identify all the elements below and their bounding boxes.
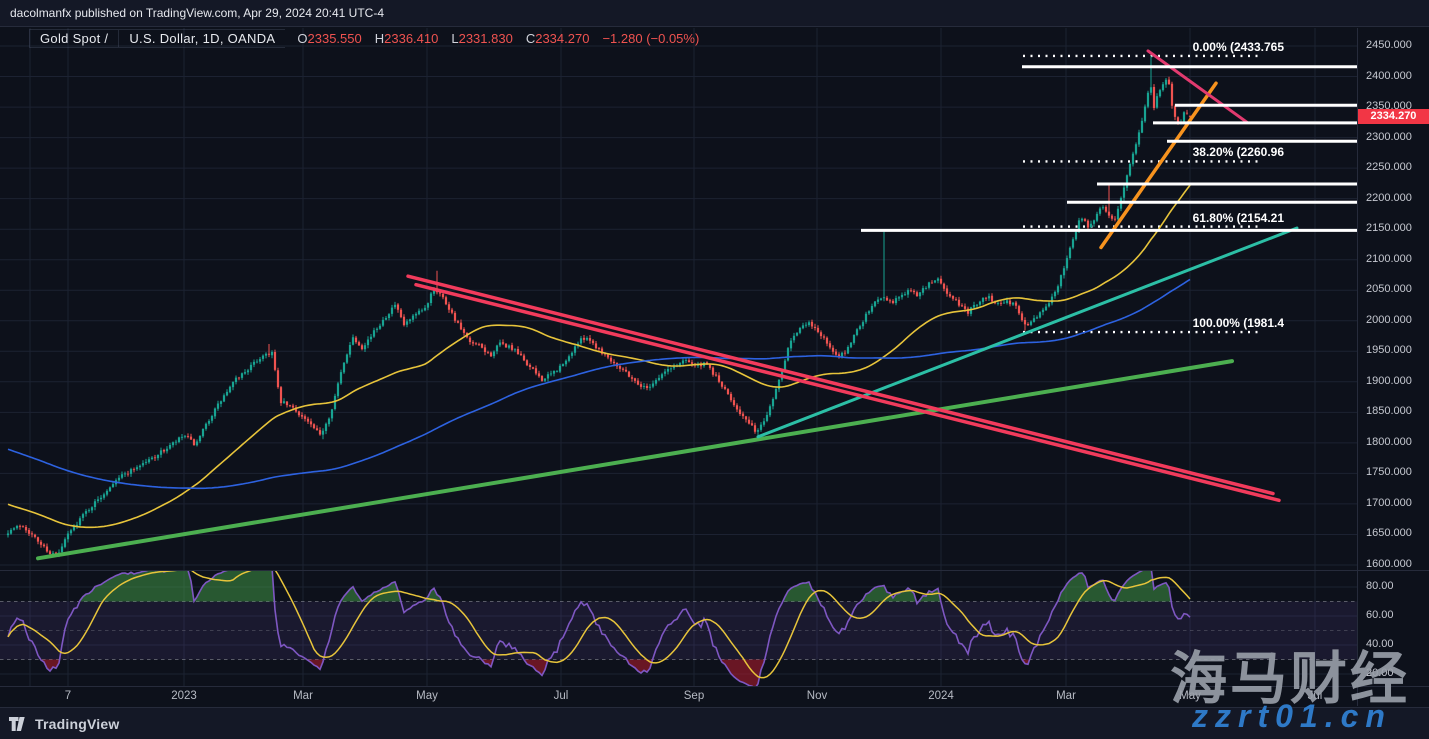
attribution-text: dacolmanfx published on TradingView.com,… — [10, 6, 385, 20]
rsi-pane — [0, 571, 1357, 686]
time-tick-label: May — [416, 690, 438, 702]
price-tick-label: 1950.000 — [1366, 344, 1412, 357]
legend-ohlc: O2335.550 H2336.410 L2331.830 C2334.270 … — [297, 31, 699, 46]
tradingview-logo-icon[interactable] — [9, 716, 29, 732]
time-tick-label: 2023 — [171, 690, 197, 702]
legend-symbol-cell[interactable]: Gold Spot / — [29, 29, 119, 48]
price-tick-label: 1800.000 — [1366, 435, 1412, 448]
symbol-legend[interactable]: Gold Spot / U.S. Dollar, 1D, OANDA O2335… — [29, 29, 699, 48]
legend-low: L2331.830 — [451, 31, 513, 46]
tradingview-brand-text[interactable]: TradingView — [35, 716, 120, 732]
price-tick-label: 2150.000 — [1366, 222, 1412, 235]
pane-separators — [0, 28, 1429, 706]
legend-market-cell[interactable]: U.S. Dollar, 1D, OANDA — [118, 29, 286, 48]
price-tick-label: 1600.000 — [1366, 558, 1412, 570]
price-tick-label: 1700.000 — [1366, 496, 1412, 509]
rsi-tick-label: 80.00 — [1366, 580, 1394, 592]
time-tick-label: 2024 — [928, 690, 954, 702]
ascending-support-green[interactable] — [36, 359, 1234, 561]
watermark-chinese: 海马财经 — [1170, 647, 1410, 711]
descending-channel-lower[interactable] — [414, 282, 1281, 503]
time-tick-label: Jul — [1307, 690, 1323, 702]
footer-bar: TradingView — [0, 707, 1429, 739]
horizontal-line-drawings — [861, 65, 1357, 232]
price-tick-label: 2250.000 — [1366, 161, 1412, 174]
rsi-line — [7, 571, 1191, 686]
time-tick-label: Jul — [553, 690, 569, 702]
rsi-ma-line — [7, 571, 1191, 679]
time-tick-label: Nov — [806, 690, 828, 702]
price-tick-label: 2100.000 — [1366, 252, 1412, 265]
price-tick-label: 1650.000 — [1366, 527, 1412, 540]
rsi-tick-label: 20.00 — [1366, 667, 1394, 679]
candlestick-series — [6, 55, 1192, 558]
watermark-url: zzrt01.cn — [1192, 698, 1392, 734]
ma-slow-line — [7, 278, 1191, 490]
time-tick-label: Sep — [683, 690, 705, 702]
last-price-badge[interactable]: 2334.270 — [1358, 109, 1429, 125]
price-tick-label: 2050.000 — [1366, 283, 1412, 296]
legend-close: C2334.270 — [525, 31, 590, 46]
legend-high: H2336.410 — [374, 31, 439, 46]
price-tick-label: 2350.000 — [1366, 100, 1412, 113]
price-tick-label: 1750.000 — [1366, 466, 1412, 479]
descending-channel-upper[interactable] — [406, 274, 1275, 496]
steep-rally-orange[interactable] — [1099, 81, 1218, 250]
price-tick-label: 1850.000 — [1366, 405, 1412, 418]
ma-fast-line — [7, 184, 1191, 529]
time-tick-label: Mar — [1056, 690, 1076, 702]
short-descending-pink[interactable] — [1146, 49, 1249, 124]
trend-line-drawings — [36, 49, 1299, 561]
grid-lines — [0, 28, 1357, 686]
rsi-tick-label: 40.00 — [1366, 638, 1394, 650]
legend-change: −1.280 (−0.05%) — [602, 31, 700, 46]
price-tick-label: 1900.000 — [1366, 374, 1412, 387]
price-tick-label: 2200.000 — [1366, 191, 1412, 204]
time-tick-label: Mar — [293, 690, 313, 702]
ascending-support-teal[interactable] — [756, 226, 1299, 439]
price-tick-label: 2000.000 — [1366, 313, 1412, 326]
time-tick-label: 7 — [64, 690, 72, 702]
rsi-tick-label: 60.00 — [1366, 609, 1394, 621]
legend-open: O2335.550 — [297, 31, 362, 46]
attribution-bar: dacolmanfx published on TradingView.com,… — [0, 0, 1429, 27]
time-tick-label: May — [1179, 690, 1201, 702]
price-tick-label: 2300.000 — [1366, 130, 1412, 143]
price-tick-label: 2450.000 — [1366, 39, 1412, 51]
price-tick-label: 2400.000 — [1366, 69, 1412, 82]
